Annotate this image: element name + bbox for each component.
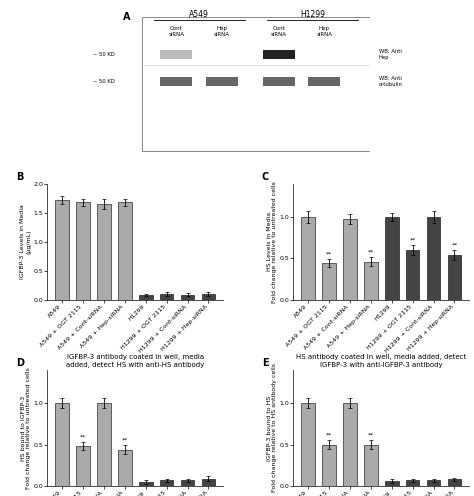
Bar xyxy=(118,449,132,486)
Text: WB: Anti
Hep: WB: Anti Hep xyxy=(379,49,401,60)
Text: Hep
siRNA: Hep siRNA xyxy=(214,26,230,37)
Bar xyxy=(76,202,90,300)
Bar xyxy=(118,202,132,300)
Text: **: ** xyxy=(368,433,374,438)
Text: A: A xyxy=(123,12,131,22)
Title: IGFBP-3 antibody coated in well, media
added, detect HS with anti-HS antibody: IGFBP-3 antibody coated in well, media a… xyxy=(66,355,204,368)
Bar xyxy=(160,480,173,486)
Bar xyxy=(181,295,194,300)
Bar xyxy=(160,76,192,86)
Bar xyxy=(97,403,111,486)
Bar xyxy=(55,403,69,486)
Bar xyxy=(322,444,336,486)
Bar xyxy=(139,295,153,300)
Y-axis label: IGFBP-3 Levels in Media
(μg/mL): IGFBP-3 Levels in Media (μg/mL) xyxy=(20,204,31,279)
Bar xyxy=(160,294,173,300)
Bar xyxy=(364,444,378,486)
Bar xyxy=(308,76,340,86)
Text: **: ** xyxy=(122,438,128,443)
Y-axis label: HS bound to IGFBP-3
Fold change relative to untreated cells: HS bound to IGFBP-3 Fold change relative… xyxy=(20,367,31,489)
Bar xyxy=(206,76,238,86)
Bar xyxy=(263,50,295,60)
Bar xyxy=(385,217,399,300)
Text: E: E xyxy=(262,358,268,368)
Bar xyxy=(364,262,378,300)
Bar xyxy=(76,446,90,486)
Y-axis label: IGFBP-3 bound to HS
Fold change relative to HS antibody cells: IGFBP-3 bound to HS Fold change relative… xyxy=(267,364,277,493)
Bar xyxy=(97,204,111,300)
Text: B: B xyxy=(16,172,23,182)
Bar xyxy=(406,250,419,300)
Bar xyxy=(406,480,419,486)
Bar xyxy=(263,76,295,86)
Bar xyxy=(139,482,153,486)
Bar xyxy=(201,294,215,300)
Text: Cont
siRNA: Cont siRNA xyxy=(271,26,287,37)
Text: **: ** xyxy=(410,238,416,243)
Bar xyxy=(181,480,194,486)
Text: Cont
siRNA: Cont siRNA xyxy=(168,26,184,37)
Bar xyxy=(385,481,399,486)
Y-axis label: HS Levels in Media
Fold change relative to untreated cells: HS Levels in Media Fold change relative … xyxy=(267,181,277,303)
Bar xyxy=(201,479,215,486)
Bar xyxy=(427,480,440,486)
Title: HS antibody coated in well, media added, detect
IGFBP-3 with anti-IGFBP-3 antibo: HS antibody coated in well, media added,… xyxy=(296,355,466,368)
Text: **: ** xyxy=(368,250,374,255)
Bar xyxy=(301,217,315,300)
Text: **: ** xyxy=(326,251,332,256)
Bar xyxy=(427,217,440,300)
Text: **: ** xyxy=(80,434,86,439)
Text: D: D xyxy=(16,358,24,368)
Text: A549: A549 xyxy=(189,10,209,19)
Bar xyxy=(301,403,315,486)
Text: C: C xyxy=(262,172,269,182)
Bar xyxy=(55,200,69,300)
Bar xyxy=(447,255,461,300)
Bar xyxy=(343,219,357,300)
Text: WB: Anti
α-tubulin: WB: Anti α-tubulin xyxy=(379,76,403,87)
Text: **: ** xyxy=(451,243,457,248)
Text: Hep
siRNA: Hep siRNA xyxy=(316,26,332,37)
Bar xyxy=(160,50,192,60)
Text: **: ** xyxy=(326,433,332,438)
Bar xyxy=(322,263,336,300)
Bar xyxy=(343,403,357,486)
Text: ~ 50 KD: ~ 50 KD xyxy=(93,79,115,84)
Text: H1299: H1299 xyxy=(301,10,325,19)
Bar xyxy=(447,480,461,486)
Text: ~ 50 KD: ~ 50 KD xyxy=(93,52,115,57)
